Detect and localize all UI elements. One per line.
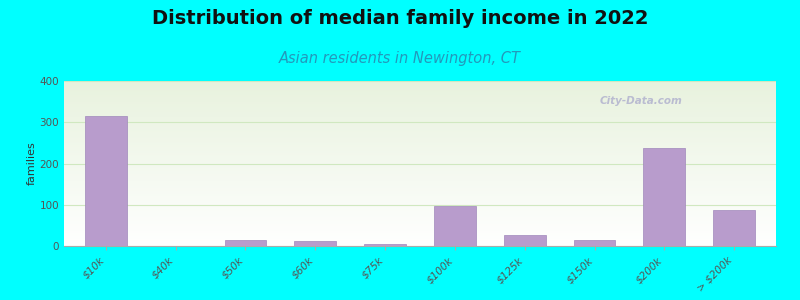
Text: Asian residents in Newington, CT: Asian residents in Newington, CT	[279, 51, 521, 66]
Bar	[643, 148, 686, 246]
Bar	[504, 235, 546, 246]
Text: Distribution of median family income in 2022: Distribution of median family income in …	[152, 9, 648, 28]
Text: City-Data.com: City-Data.com	[599, 96, 682, 106]
Bar	[294, 241, 336, 246]
Bar	[225, 240, 266, 246]
Bar	[574, 240, 615, 246]
Bar	[85, 116, 127, 246]
Y-axis label: families: families	[26, 142, 37, 185]
Bar	[434, 206, 476, 246]
Bar	[713, 210, 755, 246]
Bar	[364, 244, 406, 246]
